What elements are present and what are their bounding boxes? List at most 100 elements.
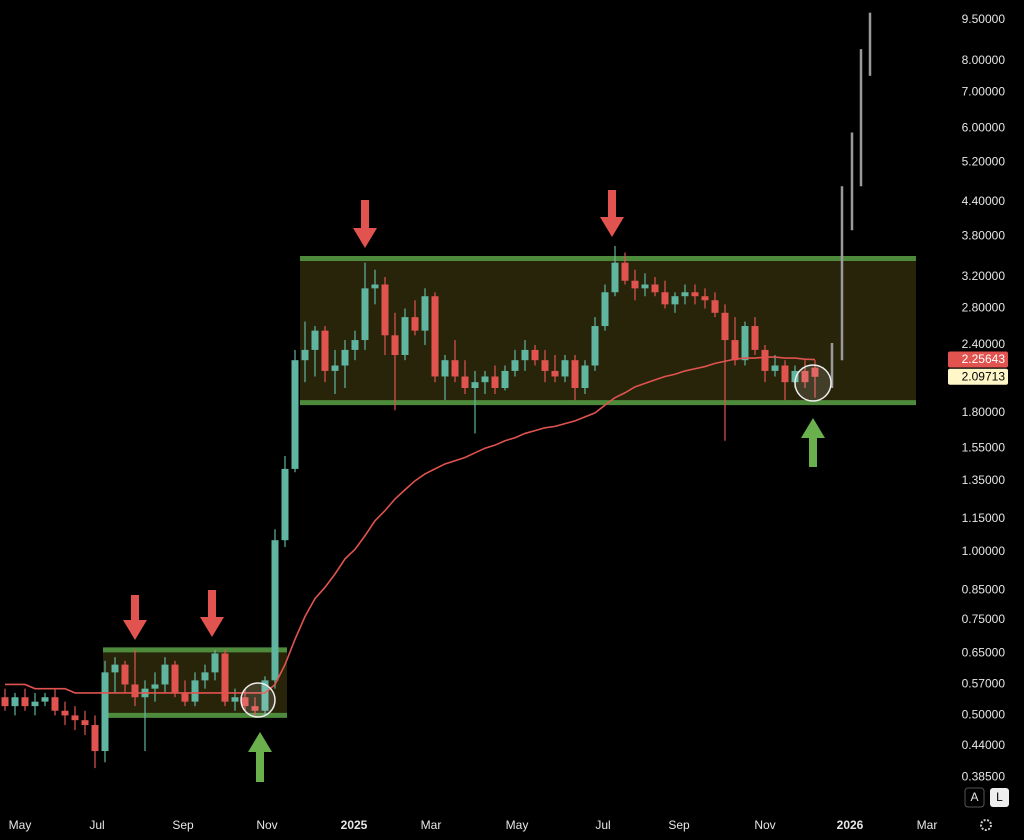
candle-body <box>641 284 649 289</box>
candle-body <box>681 292 689 297</box>
candle-body <box>151 684 159 689</box>
candle-body <box>291 360 299 469</box>
candle-body <box>51 697 59 711</box>
candle-body <box>711 300 719 313</box>
candle-body <box>171 664 179 693</box>
candle-body <box>751 326 759 350</box>
candle-body <box>491 376 499 389</box>
candle-body <box>321 330 329 371</box>
candle-body <box>511 360 519 371</box>
log-button[interactable]: L <box>996 790 1003 804</box>
candle-body <box>11 697 19 707</box>
candle-body <box>211 653 219 673</box>
auto-button[interactable]: A <box>970 790 978 804</box>
down-arrow <box>600 190 624 237</box>
candle-body <box>191 680 199 702</box>
down-arrow <box>200 590 224 637</box>
y-tick-label: 6.00000 <box>962 121 1006 135</box>
y-tick-label: 2.80000 <box>962 301 1006 315</box>
candle-body <box>21 697 29 707</box>
x-tick-label: 2025 <box>341 818 368 832</box>
candle-body <box>271 540 279 681</box>
candle-body <box>471 382 479 389</box>
candle-body <box>61 710 69 716</box>
candle-body <box>361 288 369 341</box>
candle-body <box>251 706 259 711</box>
candle-body <box>241 697 249 707</box>
candle-body <box>101 672 109 752</box>
candle-body <box>221 653 229 702</box>
y-tick-label: 1.55000 <box>962 440 1006 454</box>
candle-body <box>81 720 89 726</box>
candle-body <box>371 284 379 289</box>
button-frame[interactable] <box>990 788 1009 807</box>
settings-icon[interactable] <box>980 819 992 831</box>
y-tick-label: 5.20000 <box>962 155 1006 169</box>
highlight-circle <box>240 682 276 718</box>
candle-body <box>71 715 79 721</box>
candle-body <box>601 292 609 327</box>
candle-body <box>561 360 569 377</box>
x-tick-label: May <box>506 818 529 832</box>
y-tick-label: 0.44000 <box>962 738 1006 752</box>
candle-body <box>411 317 419 331</box>
candle-body <box>231 697 239 702</box>
x-tick-label: Jul <box>595 818 610 832</box>
candle-body <box>331 365 339 371</box>
candle-body <box>591 326 599 366</box>
y-tick-label: 1.35000 <box>962 473 1006 487</box>
candle-body <box>631 280 639 289</box>
candle-body <box>391 335 399 355</box>
candle-body <box>441 360 449 377</box>
y-tick-label: 1.00000 <box>962 544 1006 558</box>
y-tick-label: 7.00000 <box>962 84 1006 98</box>
last-price-label: 2.09713 <box>962 369 1006 383</box>
candle-body <box>801 370 809 383</box>
candle-body <box>761 349 769 371</box>
candle-body <box>651 284 659 293</box>
candle-body <box>1 697 9 707</box>
candle-body <box>551 370 559 377</box>
y-tick-label: 0.75000 <box>962 612 1006 626</box>
x-tick-label: Nov <box>754 818 775 832</box>
ma-price-label-box <box>948 351 1008 368</box>
candle-body <box>731 340 739 361</box>
candle-body <box>401 317 409 355</box>
candle-body <box>771 365 779 371</box>
candle-body <box>721 312 729 341</box>
y-tick-label: 0.57000 <box>962 677 1006 691</box>
x-tick-label: Mar <box>917 818 938 832</box>
candle-body <box>661 292 669 305</box>
y-tick-label: 1.15000 <box>962 511 1006 525</box>
candle-body <box>131 684 139 698</box>
y-tick-label: 8.00000 <box>962 53 1006 67</box>
y-tick-label: 9.50000 <box>962 12 1006 26</box>
highlight-circle <box>794 364 832 402</box>
y-tick-label: 0.50000 <box>962 708 1006 722</box>
x-tick-label: Sep <box>668 818 690 832</box>
button-frame[interactable] <box>964 787 985 808</box>
x-tick-label: Mar <box>421 818 442 832</box>
candle-body <box>381 284 389 336</box>
candle-body <box>111 664 119 673</box>
candle-body <box>481 376 489 383</box>
candle-body <box>181 692 189 702</box>
y-tick-label: 1.80000 <box>962 405 1006 419</box>
x-tick-label: Jul <box>89 818 104 832</box>
candle-body <box>811 367 819 377</box>
up-arrow <box>801 418 825 467</box>
down-arrow <box>353 200 377 248</box>
candle-body <box>201 672 209 681</box>
candle-body <box>571 360 579 389</box>
annotations <box>123 190 832 782</box>
candle-body <box>121 664 129 685</box>
candle-body <box>91 725 99 752</box>
candle-body <box>671 296 679 305</box>
y-tick-label: 3.80000 <box>962 229 1006 243</box>
y-tick-label: 4.40000 <box>962 194 1006 208</box>
candle-body <box>781 365 789 383</box>
x-tick-label: Nov <box>256 818 277 832</box>
y-tick-label: 0.65000 <box>962 646 1006 660</box>
x-tick-label: Sep <box>172 818 194 832</box>
